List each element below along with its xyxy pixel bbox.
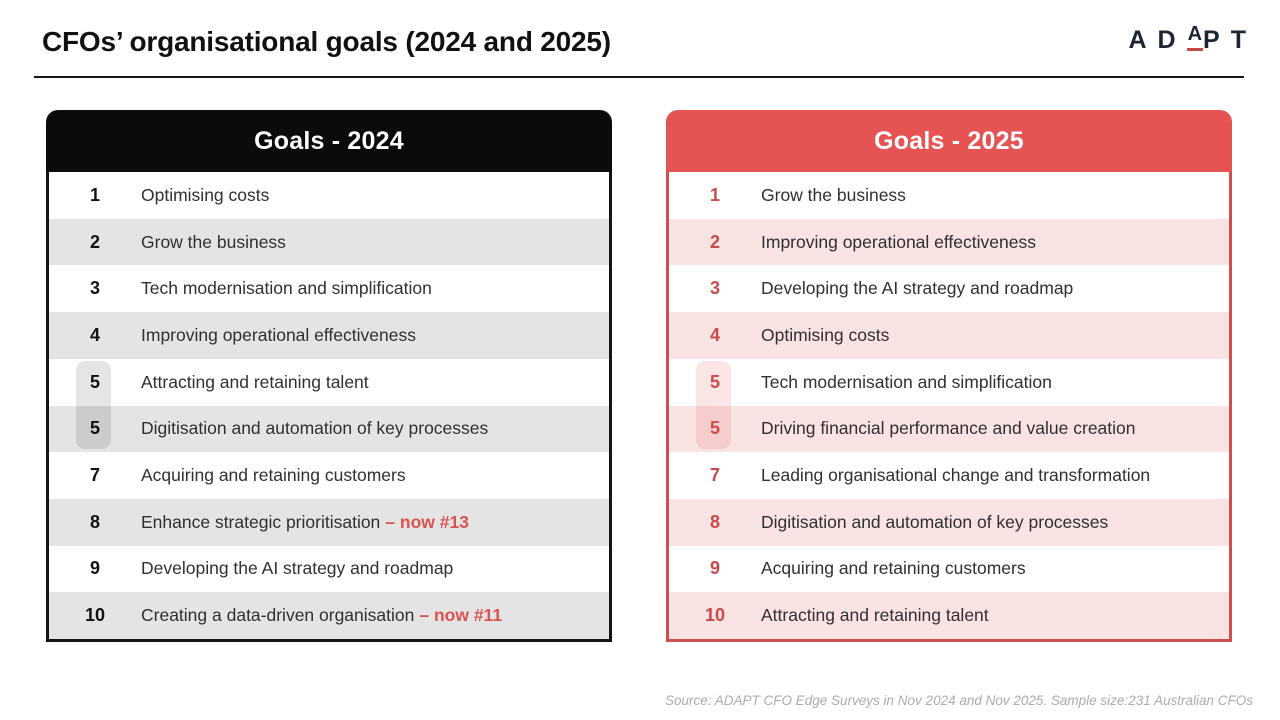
goal-row-tied: 5 Digitisation and automation of key pro… <box>49 405 609 453</box>
goal-text: Developing the AI strategy and roadmap <box>761 278 1074 299</box>
rank-label: 5 <box>709 371 720 392</box>
rank-label: 10 <box>704 605 726 626</box>
rank-label: 4 <box>709 324 720 345</box>
goal-text: Attracting and retaining talent <box>761 605 989 626</box>
goal-text: Digitisation and automation of key proce… <box>761 511 1109 532</box>
goal-row: 1 Grow the business <box>669 172 1229 219</box>
rank-label: 5 <box>709 418 720 439</box>
rank-label: 1 <box>709 184 720 205</box>
goal-label: Grow the business <box>141 232 291 253</box>
goal-row-tied: 5 Attracting and retaining talent <box>49 359 609 406</box>
goal-row: 4 Improving operational effectiveness <box>49 312 609 359</box>
goal-label: Acquiring and retaining customers <box>141 465 411 486</box>
goal-label: Digitisation and automation of key proce… <box>761 512 1113 533</box>
rank-label: 9 <box>89 558 100 579</box>
rank-label: 5 <box>89 418 100 439</box>
rank-label: 10 <box>84 605 106 626</box>
goal-label: Optimising costs <box>761 325 894 346</box>
goal-text: Tech modernisation and simplification <box>141 278 432 299</box>
goal-row: 2 Grow the business <box>49 218 609 266</box>
goal-label: Improving operational effectiveness <box>761 232 1041 253</box>
rank-label: 5 <box>89 371 100 392</box>
rank-label: 8 <box>89 511 100 532</box>
logo-letters-left: AD <box>1128 26 1187 54</box>
goal-row: 7 Acquiring and retaining customers <box>49 452 609 499</box>
rank-label: 9 <box>709 558 720 579</box>
goal-change-note: – now #11 <box>419 605 503 626</box>
goal-text: Tech modernisation and simplification <box>761 371 1052 392</box>
goals-2025-list: 1 Grow the business 2 Improving operatio… <box>666 172 1232 642</box>
logo-letters-right: PT <box>1203 26 1257 54</box>
goal-row: 8 Enhance strategic prioritisation – now … <box>49 498 609 546</box>
goals-2024-title: Goals - 2024 <box>254 126 404 155</box>
goal-row: 8 Digitisation and automation of key pro… <box>669 498 1229 546</box>
goal-label: Digitisation and automation of key proce… <box>141 418 493 439</box>
goals-2025-card: Goals - 2025 1 Grow the business 2 Impro… <box>666 110 1232 645</box>
rank-label: 3 <box>709 278 720 299</box>
goal-row: 10 Creating a data-driven organisation – … <box>49 592 609 640</box>
goal-change-note: – now #13 <box>385 511 469 532</box>
goal-text: Enhance strategic prioritisation <box>141 511 381 532</box>
goals-2024-list: 1 Optimising costs 2 Grow the business 3… <box>46 172 612 642</box>
goal-text: Leading organisational change and transf… <box>761 465 1151 486</box>
rank-label: 4 <box>89 324 100 345</box>
goal-text: Optimising costs <box>141 184 270 205</box>
goal-row: 7 Leading organisational change and tran… <box>669 452 1229 499</box>
goal-text: Improving operational effectiveness <box>141 324 416 345</box>
goal-label: Tech modernisation and simplification <box>761 372 1057 393</box>
goal-label: Creating a data-driven organisation – now… <box>141 605 502 626</box>
logo-raised-a: A <box>1186 24 1204 51</box>
rank-label: 8 <box>709 511 720 532</box>
goal-label: Driving financial performance and value … <box>761 418 1141 439</box>
goal-row: 3 Developing the AI strategy and roadmap <box>669 265 1229 312</box>
goal-label: Tech modernisation and simplification <box>141 278 437 299</box>
goal-label: Attracting and retaining talent <box>141 372 374 393</box>
goal-label: Developing the AI strategy and roadmap <box>141 558 458 579</box>
goal-text: Acquiring and retaining customers <box>761 558 1026 579</box>
goal-row: 1 Optimising costs <box>49 172 609 219</box>
source-note: Source: ADAPT CFO Edge Surveys in Nov 20… <box>664 693 1253 708</box>
tied-rank-highlight-2024 <box>76 360 111 450</box>
goal-label: Optimising costs <box>141 185 274 206</box>
goal-text: Grow the business <box>141 231 286 252</box>
goal-row: 9 Developing the AI strategy and roadmap <box>49 546 609 593</box>
goal-label: Grow the business <box>761 185 911 206</box>
rank-label: 3 <box>89 278 100 299</box>
goal-row: 2 Improving operational effectiveness <box>669 218 1229 266</box>
goal-label: Enhance strategic prioritisation – now #1… <box>141 512 469 533</box>
goals-2025-header: Goals - 2025 <box>666 110 1232 172</box>
rank-label: 7 <box>709 465 720 486</box>
goals-2025-title: Goals - 2025 <box>874 126 1024 155</box>
tied-rank-highlight-2025 <box>696 360 731 450</box>
goals-2024-header: Goals - 2024 <box>46 110 612 172</box>
goal-text: Attracting and retaining talent <box>141 371 369 392</box>
goal-row-tied: 5 Tech modernisation and simplification <box>669 359 1229 406</box>
rank-label: 2 <box>709 231 720 252</box>
goal-text: Digitisation and automation of key proce… <box>141 418 489 439</box>
rank-label: 2 <box>89 231 100 252</box>
goals-2024-card: Goals - 2024 1 Optimising costs 2 Grow t… <box>46 110 612 645</box>
goal-text: Acquiring and retaining customers <box>141 465 406 486</box>
goal-text: Driving financial performance and value … <box>761 418 1136 439</box>
goal-label: Acquiring and retaining customers <box>761 558 1031 579</box>
goal-label: Improving operational effectiveness <box>141 325 421 346</box>
goal-row-tied: 5 Driving financial performance and valu… <box>669 405 1229 453</box>
goal-row: 10 Attracting and retaining talent <box>669 592 1229 640</box>
rank-label: 1 <box>89 184 100 205</box>
goal-row: 9 Acquiring and retaining customers <box>669 546 1229 593</box>
goal-text: Developing the AI strategy and roadmap <box>141 558 454 579</box>
rank-label: 7 <box>89 465 100 486</box>
goal-text: Creating a data-driven organisation <box>141 605 415 626</box>
page-title: CFOs’ organisational goals (2024 and 202… <box>42 26 611 57</box>
adapt-logo: AD A PT <box>1128 24 1246 54</box>
goal-text: Optimising costs <box>761 324 890 345</box>
goal-text: Grow the business <box>761 184 906 205</box>
goal-text: Improving operational effectiveness <box>761 231 1036 252</box>
goal-label: Attracting and retaining talent <box>761 605 994 626</box>
goal-label: Leading organisational change and transf… <box>761 465 1155 486</box>
goal-row: 3 Tech modernisation and simplification <box>49 265 609 312</box>
title-divider <box>34 76 1244 78</box>
goal-label: Developing the AI strategy and roadmap <box>761 278 1078 299</box>
goal-row: 4 Optimising costs <box>669 312 1229 359</box>
